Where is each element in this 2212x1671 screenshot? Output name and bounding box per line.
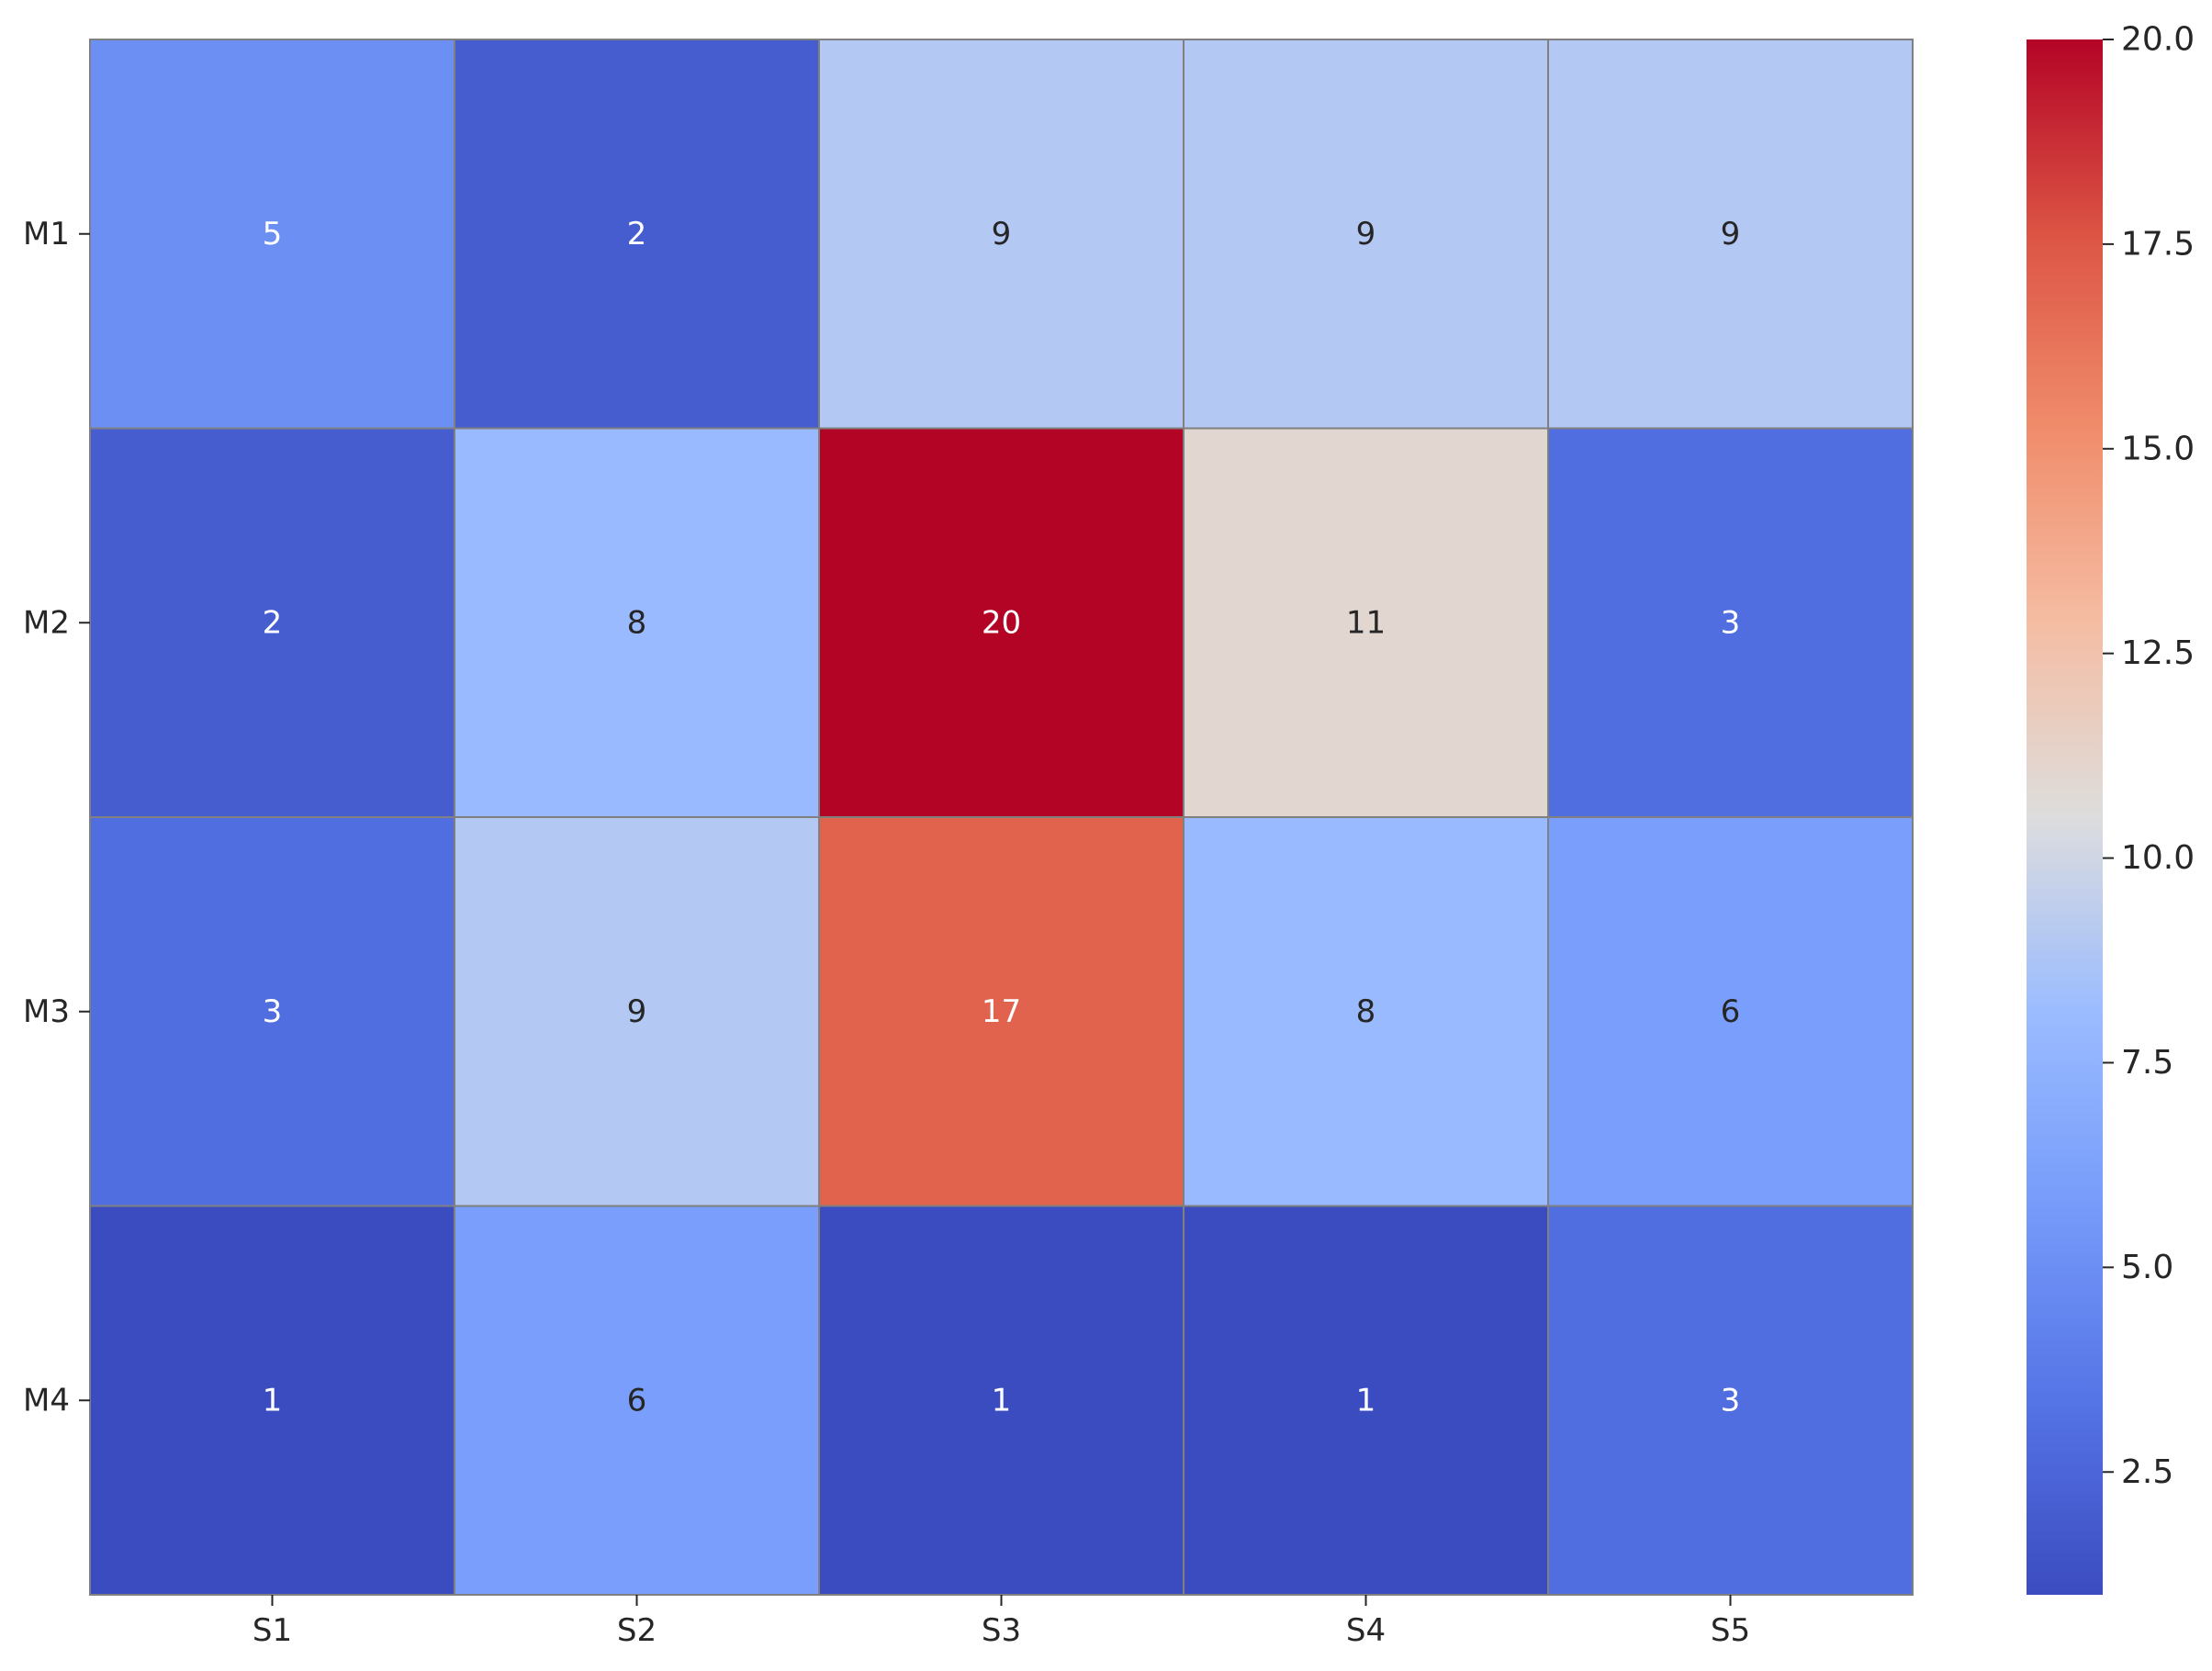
cell-label-r4-c4: 1 (1356, 1382, 1376, 1419)
cell-label-r3-c2: 9 (627, 993, 647, 1030)
cell-label-r1-c1: 5 (263, 216, 283, 252)
cell-label-r4-c3: 1 (992, 1382, 1012, 1419)
heatmap-cell-r4-c3 (818, 1205, 1185, 1596)
x-tick-label-s5: S5 (1711, 1612, 1750, 1649)
heatmap-cell-labels: 5 2 9 9 92 8 20 11 33 9 17 8 61 6 1 1 3 (263, 216, 1741, 1419)
heatmap-cell-r1-c1 (89, 39, 455, 430)
heatmap-cell-r3-c4 (1183, 816, 1549, 1207)
heatmap-cell-r4-c5 (1547, 1205, 1914, 1596)
heatmap-cell-r3-c2 (454, 816, 820, 1207)
heatmap-cell-r3-c5 (1547, 816, 1914, 1207)
colorbar-tick-label-2: 5.0 (2121, 1249, 2173, 1286)
cell-label-r1-c4: 9 (1356, 216, 1376, 252)
cell-label-r2-c1: 2 (263, 604, 283, 641)
colorbar: 2.5 5.0 7.5 10.0 12.5 15.0 17.5 20.0 (2027, 21, 2195, 1595)
cell-label-r4-c1: 1 (263, 1382, 283, 1419)
heatmap-cell-r1-c2 (454, 39, 820, 430)
cell-label-r1-c2: 2 (627, 216, 647, 252)
cell-label-r3-c3: 17 (982, 993, 1021, 1030)
heatmap-cell-r2-c2 (454, 427, 820, 818)
heatmap-cell-r2-c3 (818, 427, 1185, 818)
x-tick-label-s1: S1 (253, 1612, 292, 1649)
cell-label-r3-c4: 8 (1356, 993, 1376, 1030)
y-axis: M1 M2 M3 M4 (23, 216, 90, 1419)
colorbar-tick-label-1: 2.5 (2121, 1453, 2173, 1491)
x-tick-label-s3: S3 (982, 1612, 1021, 1649)
cell-label-r2-c3: 20 (982, 604, 1021, 641)
colorbar-tick-label-3: 7.5 (2121, 1044, 2173, 1082)
y-tick-label-m3: M3 (23, 993, 70, 1030)
y-tick-label-m1: M1 (23, 216, 70, 252)
x-tick-label-s4: S4 (1346, 1612, 1386, 1649)
cell-label-r4-c2: 6 (627, 1382, 647, 1419)
heatmap-cell-r1-c5 (1547, 39, 1914, 430)
heatmap-cell-r3-c3 (818, 816, 1185, 1207)
heatmap-cell-r4-c4 (1183, 1205, 1549, 1596)
x-tick-label-s2: S2 (617, 1612, 657, 1649)
cell-label-r3-c5: 6 (1721, 993, 1741, 1030)
cell-label-r1-c5: 9 (1721, 216, 1741, 252)
cell-label-r2-c5: 3 (1721, 604, 1741, 641)
colorbar-tick-label-8: 20.0 (2121, 21, 2195, 59)
cell-label-r3-c1: 3 (263, 993, 283, 1030)
heatmap-cells (89, 39, 1914, 1596)
colorbar-tick-label-6: 15.0 (2121, 430, 2195, 467)
colorbar-gradient (2027, 39, 2103, 1595)
y-tick-label-m4: M4 (23, 1382, 70, 1419)
heatmap-cell-r1-c4 (1183, 39, 1549, 430)
cell-label-r2-c4: 11 (1346, 604, 1386, 641)
colorbar-tick-label-4: 10.0 (2121, 839, 2195, 877)
cell-label-r1-c3: 9 (992, 216, 1012, 252)
heatmap-cell-r2-c1 (89, 427, 455, 818)
colorbar-tick-label-7: 17.5 (2121, 225, 2195, 263)
heatmap-cell-r1-c3 (818, 39, 1185, 430)
x-axis: S1 S2 S3 S4 S5 (253, 1595, 1750, 1649)
heatmap-cell-r2-c5 (1547, 427, 1914, 818)
heatmap-cell-r4-c2 (454, 1205, 820, 1596)
colorbar-tick-label-5: 12.5 (2121, 634, 2195, 672)
cell-label-r2-c2: 8 (627, 604, 647, 641)
y-tick-label-m2: M2 (23, 604, 70, 641)
cell-label-r4-c5: 3 (1721, 1382, 1741, 1419)
